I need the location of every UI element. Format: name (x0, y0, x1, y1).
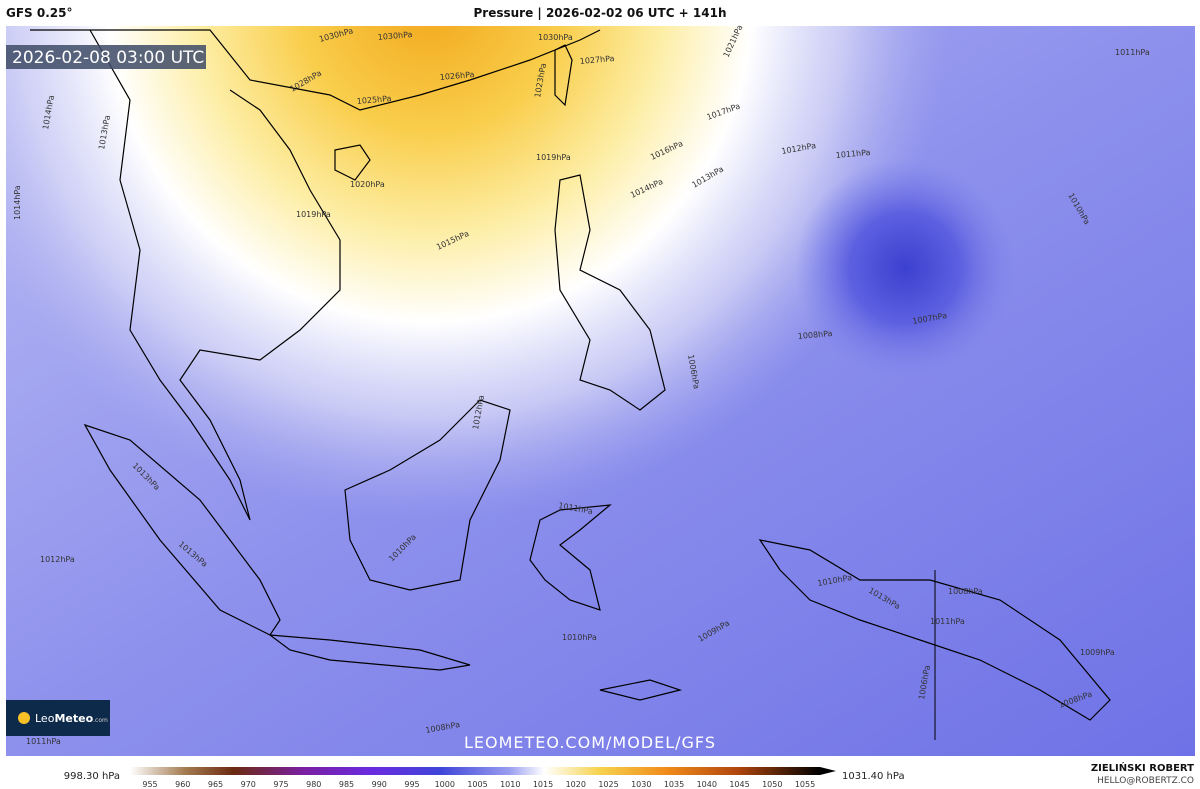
timestamp-box (6, 45, 206, 69)
taiwan (554, 44, 573, 107)
borneo (344, 399, 511, 591)
logo-sun (18, 712, 30, 724)
isobar-label: 1019hPa (536, 153, 571, 162)
isobar-label: 1011hPa (835, 148, 871, 160)
isobar-label: 1019hPa (296, 210, 331, 219)
colorbar-tick-label: 1025 (598, 780, 618, 789)
colorbar-tick-label: 1035 (664, 780, 684, 789)
colorbar-tick-label: 1040 (697, 780, 717, 789)
java (267, 634, 471, 671)
colorbar-tick-label: 1050 (762, 780, 782, 789)
colorbar-tick-label: 965 (208, 780, 223, 789)
isobar-label: 1014hPa (13, 185, 22, 220)
legend-max: 1031.40 hPa (842, 771, 905, 782)
colorbar-tick-label: 970 (241, 780, 256, 789)
colorbar-tick-label: 955 (142, 780, 157, 789)
sumatra (83, 423, 281, 636)
legend-min: 998.30 hPa (64, 771, 120, 782)
isobar-label: 1020hPa (350, 180, 385, 189)
timor (599, 679, 683, 701)
colorbar-tick-label: 1020 (566, 780, 586, 789)
philippines (554, 174, 666, 411)
colorbar-tick-label: 1015 (533, 780, 553, 789)
indochina (89, 29, 341, 521)
model-name: GFS 0.25° (6, 6, 72, 20)
new-guinea (758, 539, 1111, 721)
logo-meteo: Meteo (54, 712, 93, 725)
watermark: LEOMETEO.COM/MODEL/GFS (464, 733, 716, 752)
map: 1030hPa 1030hPa 1030hPa1027hPa1021hPa1026h… (6, 23, 1195, 756)
colorbar-tick-label: 980 (306, 780, 321, 789)
hainan (334, 144, 371, 181)
map-title: Pressure | 2026-02-02 06 UTC + 141h (473, 6, 726, 20)
author-email: HELLO@ROBERTZ.CO (1097, 776, 1194, 786)
colorbar-tick-label: 1055 (795, 780, 815, 789)
logo-leo: Leo (35, 712, 55, 725)
colorbar-tick-label: 960 (175, 780, 190, 789)
isobar-label: 1030hPa (377, 30, 413, 42)
isobar-label: 1009hPa (1080, 648, 1115, 657)
coastlines (30, 29, 1111, 721)
isobar-label: 1030hPa (538, 33, 573, 42)
colorbar-tick-label: 985 (339, 780, 354, 789)
logo-text: LeoMeteo.com (35, 712, 108, 725)
colorbar-tick-label: 1045 (729, 780, 749, 789)
author-name: ZIELIŃSKI ROBERT (1091, 761, 1194, 774)
isobar-label: 1011hPa (1115, 48, 1150, 57)
isobar-label: 1026hPa (439, 70, 475, 82)
isobar-label: 1008hPa (948, 587, 983, 596)
colorbar-tick-label: 975 (273, 780, 288, 789)
logo-domain: .com (93, 717, 108, 724)
colorbar (130, 767, 820, 775)
sulawesi (529, 504, 612, 611)
colorbar-tick-label: 1010 (500, 780, 520, 789)
isobar-label: 1025hPa (356, 94, 392, 106)
isobar-label: 1008hPa (797, 329, 833, 341)
isobar-label: 1011hPa (26, 737, 61, 746)
isobar-label: 1012hPa (40, 555, 75, 564)
isobar-label: 1010hPa (562, 633, 597, 642)
colorbar-tick-label: 1000 (435, 780, 455, 789)
low-pressure (6, 26, 1195, 756)
colorbar-ticks: 955 960 965 970 975 980 985 990 995 1000 1005 1010 1… (142, 780, 815, 789)
colorbar-arrow (820, 767, 836, 775)
colorbar-tick-label: 1005 (467, 780, 487, 789)
isobar-label: 1011hPa (930, 617, 965, 626)
colorbar-tick-label: 995 (404, 780, 419, 789)
isobar-label: 1027hPa (579, 54, 615, 66)
timestamp: 2026-02-08 03:00 UTC (12, 48, 204, 68)
colorbar-tick-label: 1030 (631, 780, 651, 789)
colorbar-tick-label: 990 (372, 780, 387, 789)
